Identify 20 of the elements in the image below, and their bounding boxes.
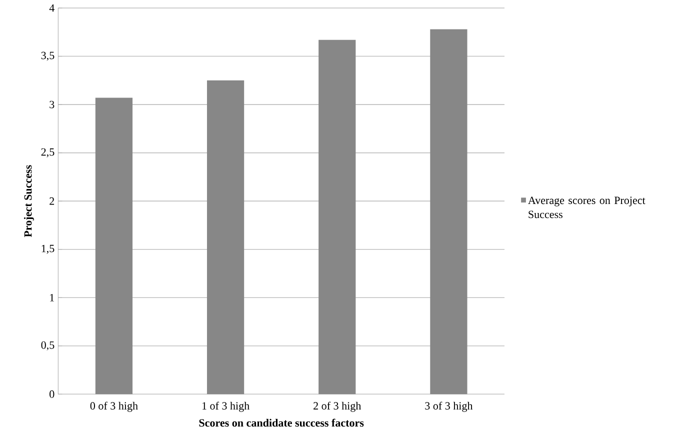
x-tick-label: 2 of 3 high	[314, 402, 362, 412]
x-tick-label: 0 of 3 high	[90, 402, 138, 412]
y-tick-label: 3,5	[41, 52, 54, 61]
x-tick-label: 3 of 3 high	[425, 402, 473, 412]
bar	[95, 98, 133, 394]
y-tick-label: 2,5	[41, 148, 54, 158]
y-tick-label: 1,5	[42, 244, 54, 254]
x-tick-label: 1 of 3 high	[202, 402, 250, 412]
y-axis-title: Project Success	[24, 165, 34, 237]
x-axis-title: Scores on candidate success factors	[199, 418, 364, 427]
bar	[430, 29, 468, 394]
y-tick-label: 2	[50, 197, 54, 205]
y-tick-label: 0,5	[41, 341, 54, 350]
y-tick-label: 4	[49, 4, 54, 12]
y-tick-label: 0	[50, 390, 54, 398]
bar	[206, 80, 244, 394]
bar	[318, 40, 356, 394]
legend-label: Average scores on Project Success	[528, 196, 646, 218]
y-tick-label: 3	[50, 100, 54, 108]
y-tick-label: 1	[50, 294, 54, 302]
